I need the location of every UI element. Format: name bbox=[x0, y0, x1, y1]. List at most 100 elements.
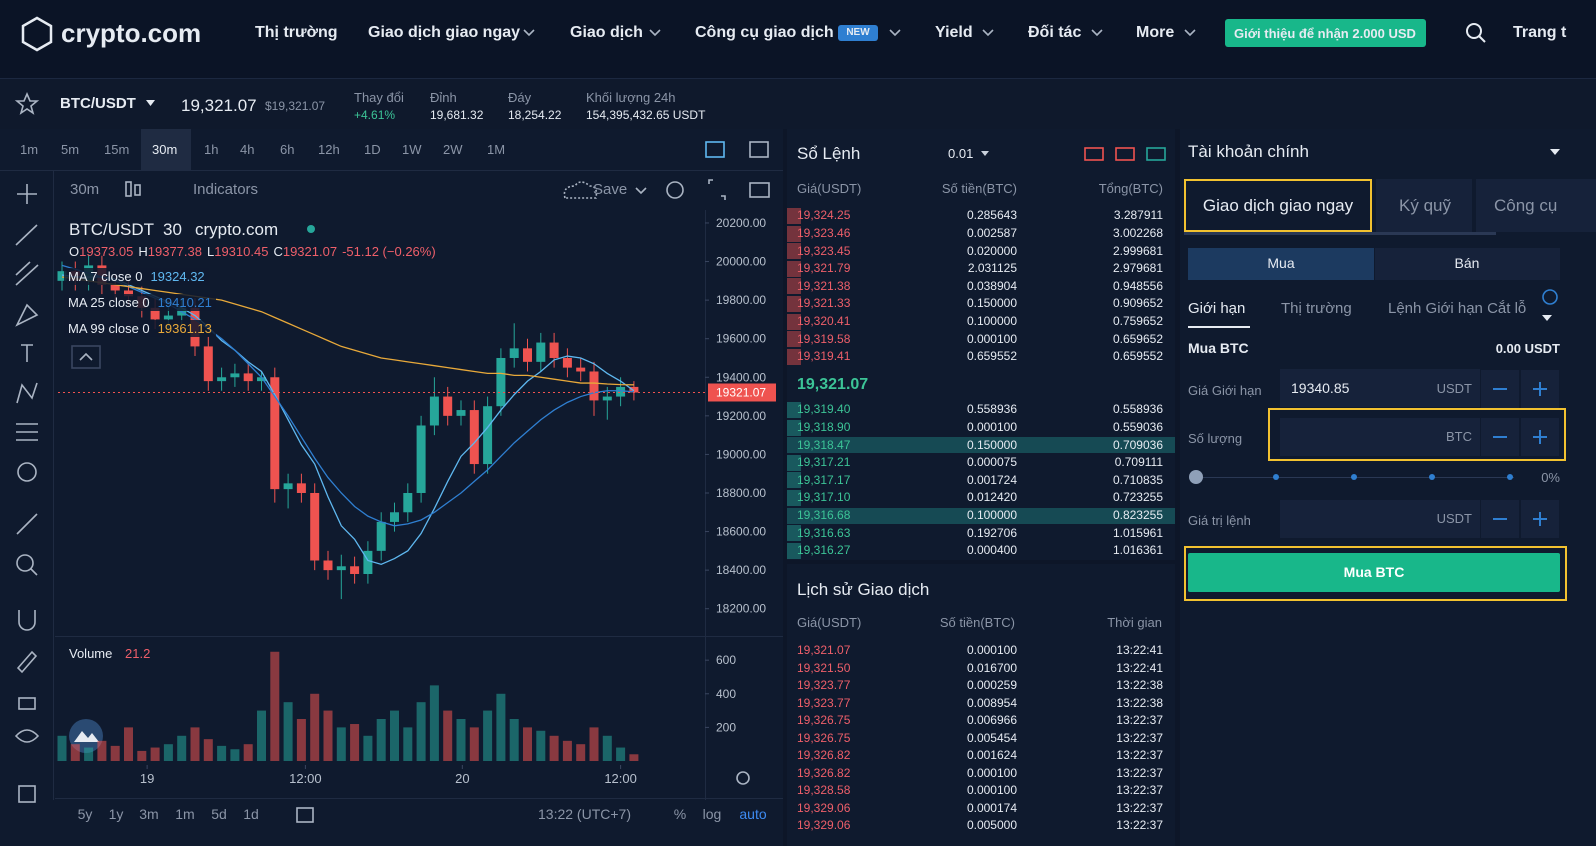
minus-button[interactable] bbox=[1481, 418, 1519, 456]
nav-item[interactable]: Giao dịch bbox=[570, 24, 643, 42]
price: 19,323.46 bbox=[797, 226, 851, 240]
slider-dot[interactable] bbox=[1273, 474, 1279, 480]
interval[interactable]: 4h bbox=[240, 141, 255, 157]
nav-item[interactable]: Thị trường bbox=[255, 24, 338, 42]
volume-bar bbox=[190, 727, 200, 761]
minus-button[interactable] bbox=[1481, 370, 1519, 408]
order-type[interactable]: Lệnh Giới hạn Cắt lỗ bbox=[1388, 299, 1527, 317]
submit-button[interactable] bbox=[1188, 553, 1560, 592]
range-button[interactable]: 3m bbox=[139, 806, 159, 823]
range-button[interactable]: 1y bbox=[108, 806, 124, 823]
volume-bar bbox=[390, 710, 399, 761]
nav-item[interactable]: Giao dịch giao ngay bbox=[368, 24, 521, 42]
interval[interactable]: 6h bbox=[280, 141, 295, 157]
button-icon bbox=[1533, 382, 1547, 396]
promo-button[interactable]: Giới thiệu để nhận 2.000 USD bbox=[1234, 25, 1416, 41]
volume-bar bbox=[523, 727, 532, 761]
price-axis-divider bbox=[705, 210, 706, 800]
volume-bar bbox=[97, 740, 107, 761]
stat-label: Thay đổi bbox=[354, 89, 404, 105]
promo-bg[interactable] bbox=[1225, 19, 1426, 47]
sell-side-bg[interactable] bbox=[1375, 248, 1560, 280]
y-tick-label: 19800.00 bbox=[716, 293, 766, 307]
scale-option[interactable]: auto bbox=[739, 806, 767, 823]
range-button[interactable]: 1d bbox=[243, 806, 259, 823]
side-button[interactable]: Bán bbox=[1454, 255, 1480, 272]
minus-button[interactable] bbox=[1481, 500, 1519, 538]
scale-option[interactable]: % bbox=[673, 806, 687, 823]
depth-stripe bbox=[787, 260, 801, 277]
slider-dot[interactable] bbox=[1429, 474, 1435, 480]
amount: 0.006966 bbox=[966, 713, 1017, 728]
range-button[interactable]: 5y bbox=[77, 806, 93, 823]
ohlc-label: C bbox=[273, 244, 283, 259]
plus-button[interactable] bbox=[1521, 500, 1559, 538]
icons bbox=[14, 16, 1560, 823]
chart-title: BTC/USDT bbox=[69, 219, 154, 239]
candle-body bbox=[403, 492, 413, 513]
slider-dot[interactable] bbox=[1507, 474, 1513, 480]
tab[interactable]: Giao dịch giao ngay bbox=[1202, 195, 1354, 215]
range-button[interactable]: 5d bbox=[211, 806, 227, 823]
amount: 0.000174 bbox=[966, 800, 1017, 815]
interval[interactable]: 1m bbox=[20, 141, 39, 157]
column-header: Giá(USDT) bbox=[797, 614, 862, 630]
pair[interactable]: BTC/USDT bbox=[60, 94, 136, 112]
button-icon bbox=[1493, 518, 1507, 520]
account-link[interactable]: Trang t bbox=[1513, 24, 1567, 42]
chart-source: crypto.com bbox=[195, 219, 279, 239]
field-input[interactable] bbox=[1280, 500, 1480, 538]
slider-dot[interactable] bbox=[1351, 474, 1357, 480]
interval[interactable]: 1M bbox=[487, 141, 506, 157]
order-type[interactable]: Giới hạn bbox=[1188, 299, 1246, 317]
interval[interactable]: 5m bbox=[61, 141, 80, 157]
candle-body bbox=[257, 377, 266, 382]
indicators[interactable]: Indicators bbox=[193, 180, 259, 198]
button-icon bbox=[1533, 430, 1547, 444]
order-type[interactable]: Thị trường bbox=[1281, 299, 1352, 317]
tab-bg[interactable] bbox=[1376, 179, 1472, 232]
side-button[interactable]: Mua bbox=[1267, 255, 1295, 272]
candle-body bbox=[523, 348, 532, 362]
tab-bg[interactable] bbox=[1476, 179, 1596, 232]
book-precision[interactable]: 0.01 bbox=[948, 145, 974, 161]
interval[interactable]: 30m bbox=[152, 141, 178, 157]
total: 0.909652 bbox=[1112, 296, 1163, 311]
interval[interactable]: 12h bbox=[318, 141, 340, 157]
nav-item[interactable]: Yield bbox=[935, 24, 973, 42]
interval[interactable]: 1h bbox=[204, 141, 219, 157]
nav-item[interactable]: Đối tác bbox=[1028, 24, 1082, 42]
field-input[interactable] bbox=[1280, 369, 1480, 407]
interval[interactable]: 1D bbox=[364, 141, 381, 157]
volume-bar bbox=[70, 744, 80, 761]
volume-bar bbox=[416, 702, 426, 761]
total: 13:22:37 bbox=[1116, 783, 1163, 798]
interval-select[interactable]: 30m bbox=[70, 180, 100, 198]
interval[interactable]: 15m bbox=[104, 141, 130, 157]
ma-line bbox=[61, 276, 634, 386]
nav-item[interactable]: Công cụ giao dịch bbox=[695, 24, 834, 42]
plus-button[interactable] bbox=[1521, 418, 1559, 456]
total: 0.948556 bbox=[1112, 278, 1163, 293]
volume-tick-label: 600 bbox=[716, 653, 736, 667]
nav-item[interactable]: More bbox=[1136, 24, 1175, 42]
interval[interactable]: 2W bbox=[443, 141, 463, 157]
amount: 0.659552 bbox=[966, 349, 1017, 364]
field-input[interactable] bbox=[1280, 418, 1480, 456]
submit-label[interactable]: Mua BTC bbox=[1343, 564, 1405, 581]
scale-option[interactable]: log bbox=[702, 806, 722, 823]
save[interactable]: Save bbox=[593, 180, 628, 198]
candle-body bbox=[456, 410, 466, 416]
range-button[interactable]: 1m bbox=[175, 806, 195, 823]
buy-side-bg[interactable] bbox=[1188, 248, 1374, 280]
amount: 0.012420 bbox=[966, 490, 1017, 505]
ma-legend: MA 7 close 0 19324.32 bbox=[64, 268, 209, 285]
interval[interactable]: 1W bbox=[402, 141, 422, 157]
ticker-bg bbox=[0, 78, 1596, 129]
tab[interactable]: Công cụ bbox=[1494, 195, 1558, 215]
account-title[interactable]: Tài khoản chính bbox=[1188, 141, 1309, 161]
tab[interactable]: Ký quỹ bbox=[1399, 195, 1451, 215]
slider-knob[interactable] bbox=[1189, 470, 1203, 484]
chart-interval: 30 bbox=[163, 219, 182, 239]
plus-button[interactable] bbox=[1521, 370, 1559, 408]
